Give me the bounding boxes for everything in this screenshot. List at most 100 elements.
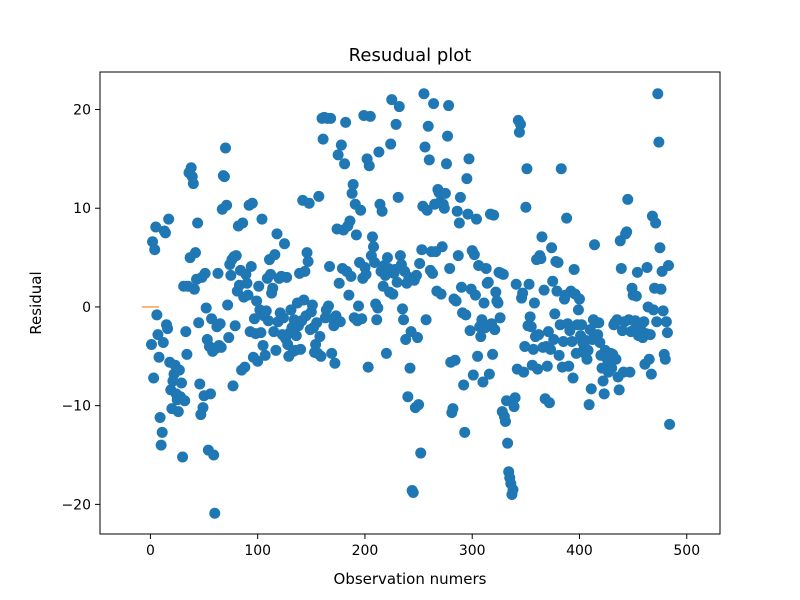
data-point — [346, 187, 358, 199]
data-point — [520, 201, 532, 213]
data-point — [412, 332, 424, 344]
data-point — [638, 316, 650, 328]
data-point — [356, 313, 368, 325]
data-point — [344, 215, 356, 227]
data-point — [582, 344, 594, 356]
data-point — [353, 300, 365, 312]
data-point — [189, 247, 201, 259]
data-point — [173, 364, 185, 376]
data-point — [270, 344, 282, 356]
data-point — [387, 288, 399, 300]
data-point — [472, 350, 484, 362]
data-point — [262, 315, 274, 327]
data-point — [501, 395, 513, 407]
data-point — [483, 368, 495, 380]
data-point — [621, 226, 633, 238]
data-point — [413, 399, 425, 411]
data-point — [179, 395, 191, 407]
data-point — [564, 325, 576, 337]
data-point — [363, 160, 375, 172]
data-point — [468, 249, 480, 261]
data-point — [598, 388, 610, 400]
data-point — [251, 295, 263, 307]
data-point — [557, 336, 569, 347]
data-point — [396, 303, 408, 315]
data-point — [220, 142, 231, 154]
data-point — [373, 146, 385, 158]
data-point — [148, 372, 160, 384]
data-point — [386, 94, 398, 106]
data-point — [631, 266, 643, 278]
data-point — [420, 314, 432, 326]
data-point — [325, 112, 337, 124]
data-point — [643, 353, 655, 365]
data-point — [585, 383, 597, 395]
data-point — [541, 360, 553, 372]
data-point — [583, 399, 595, 411]
data-point — [561, 212, 573, 224]
data-point — [239, 361, 251, 373]
data-point — [428, 98, 440, 110]
data-point — [427, 267, 439, 279]
data-point — [454, 191, 466, 203]
data-point — [340, 116, 352, 128]
data-point — [497, 268, 509, 280]
data-point — [549, 308, 561, 320]
data-point — [335, 139, 347, 151]
data-point — [255, 327, 267, 339]
data-point — [343, 289, 355, 301]
data-point — [177, 451, 189, 463]
plot-frame — [99, 71, 721, 535]
data-point — [393, 101, 405, 113]
data-point — [533, 329, 545, 341]
data-point — [462, 208, 474, 220]
data-point — [256, 213, 268, 225]
data-point — [594, 336, 606, 348]
data-point — [451, 205, 463, 217]
data-point — [315, 350, 327, 362]
data-point — [563, 360, 575, 372]
data-point — [659, 353, 671, 365]
data-point — [369, 257, 381, 269]
data-point — [536, 231, 548, 243]
data-point — [181, 348, 193, 360]
data-point — [248, 313, 260, 325]
data-point — [443, 100, 455, 112]
data-point — [301, 247, 313, 259]
data-point — [212, 267, 224, 279]
data-point — [566, 336, 578, 347]
data-point — [616, 325, 628, 337]
data-point — [543, 397, 555, 409]
data-point — [229, 320, 241, 332]
data-point — [145, 338, 157, 350]
data-point — [295, 343, 307, 355]
data-point — [329, 357, 341, 369]
data-point — [215, 341, 227, 353]
data-point — [653, 136, 665, 148]
data-point — [317, 133, 329, 145]
y-tick-label: −10 — [61, 399, 91, 415]
data-point — [306, 299, 318, 311]
data-point — [371, 314, 383, 326]
data-point — [222, 299, 234, 311]
x-tick-label: 500 — [673, 543, 700, 559]
x-tick-label: 400 — [566, 543, 593, 559]
data-point — [314, 331, 326, 343]
data-point — [350, 229, 362, 241]
data-point — [581, 353, 593, 365]
data-point — [460, 309, 472, 321]
data-point — [223, 332, 235, 344]
data-point — [360, 268, 372, 280]
data-point — [151, 309, 163, 321]
data-point — [245, 260, 257, 272]
data-point — [477, 376, 489, 388]
data-point — [237, 217, 249, 229]
data-point — [407, 487, 419, 499]
data-point — [362, 361, 374, 373]
data-point — [277, 312, 289, 324]
data-point — [615, 262, 627, 274]
x-axis-label: Observation numers — [334, 570, 487, 588]
data-point — [225, 269, 237, 281]
data-point — [663, 259, 675, 271]
data-point — [227, 380, 239, 392]
